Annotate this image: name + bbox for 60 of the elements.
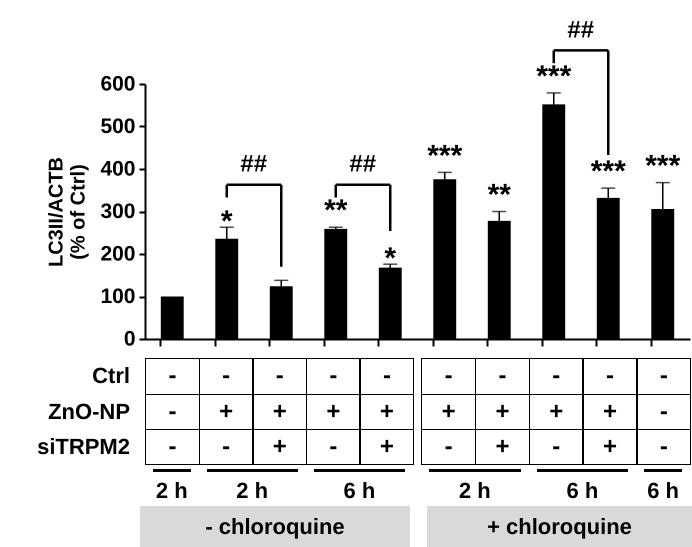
text: 2 h: [458, 478, 492, 503]
annotation: **: [488, 178, 512, 212]
y-tick-label: 100: [100, 285, 136, 308]
text: -: [582, 358, 638, 394]
text: -: [421, 428, 476, 465]
text: -: [636, 358, 692, 394]
text: 6 h: [565, 478, 600, 503]
text: -: [145, 394, 200, 430]
text: Ctrl: [92, 363, 130, 388]
text: +: [306, 394, 361, 430]
text: -: [145, 358, 200, 394]
annotation: *: [384, 242, 396, 276]
text: ##: [567, 16, 594, 44]
text: - chloroquine: [140, 506, 410, 547]
text: +: [252, 428, 308, 465]
text: -: [636, 394, 692, 430]
text: 2 h: [154, 478, 189, 503]
text: +: [359, 428, 414, 465]
annotation: **: [324, 194, 348, 228]
text: +: [582, 394, 638, 430]
y-tick-label: 400: [100, 158, 136, 180]
text: -: [306, 358, 361, 394]
y-tick-label: 200: [100, 242, 136, 266]
y-tick-label: 300: [100, 200, 136, 223]
text: ZnO-NP: [48, 398, 130, 424]
text: -: [636, 428, 692, 465]
y-tick-label: 500: [100, 115, 136, 138]
text: +: [198, 394, 254, 430]
annotation: ##: [349, 150, 376, 178]
y-tick-label: 600: [100, 72, 136, 96]
annotation: ***: [427, 139, 463, 172]
text: -: [145, 428, 200, 465]
text: +: [421, 394, 476, 430]
text: -: [252, 358, 308, 394]
text: +: [359, 394, 414, 430]
text: 6 h: [342, 478, 376, 503]
annotation: ##: [240, 150, 268, 178]
annotation: ***: [536, 60, 572, 93]
text: 6 h: [646, 478, 680, 503]
text: -: [421, 358, 476, 394]
annotation: *: [220, 205, 233, 238]
text: +: [582, 428, 638, 465]
text: +: [528, 394, 584, 430]
annotation: ***: [590, 155, 626, 188]
y-axis-title: LC3II/ACTB (% of Ctrl): [45, 157, 90, 267]
y-tick-label: 0: [124, 328, 136, 350]
text: 2 h: [235, 478, 270, 503]
text: -: [306, 428, 361, 465]
text: +: [474, 394, 530, 430]
text: + chloroquine: [427, 506, 692, 547]
text: -: [198, 358, 254, 394]
text: siTRPM2: [37, 434, 130, 458]
text: -: [359, 358, 414, 394]
text: -: [198, 428, 254, 465]
text: +: [474, 428, 530, 465]
annotation: ***: [645, 150, 681, 183]
text: -: [528, 428, 584, 465]
text: +: [252, 394, 308, 430]
text: -: [474, 358, 530, 394]
text: -: [528, 358, 584, 394]
